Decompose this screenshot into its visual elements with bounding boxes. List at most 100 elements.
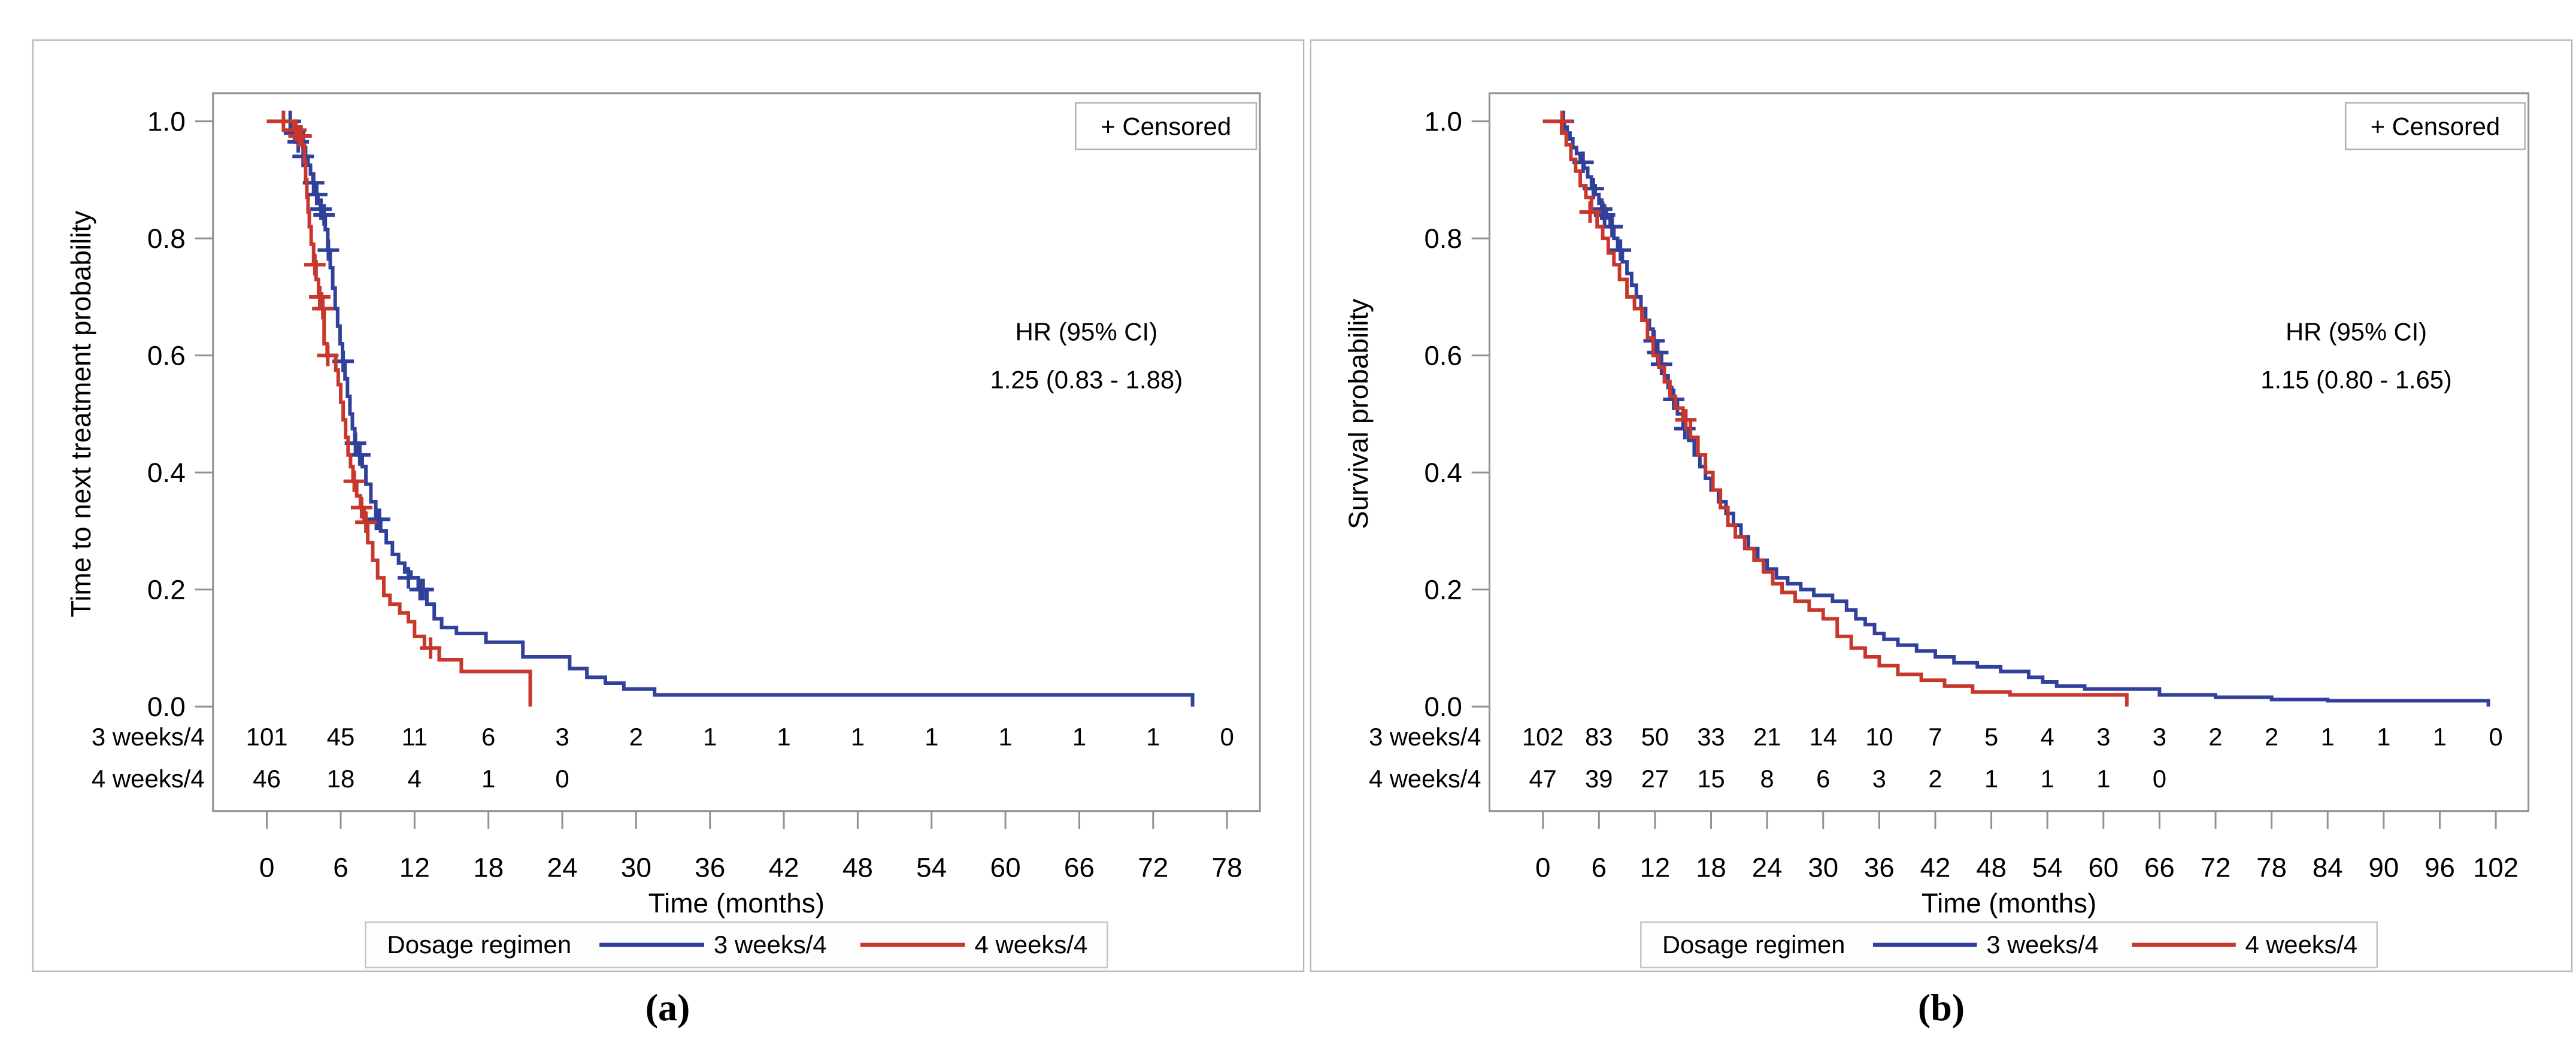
at-risk-count: 8 [1760, 765, 1774, 793]
legend-label-4-weeks: 4 weeks/4 [975, 930, 1088, 959]
km-curve-3-weeks [266, 119, 1195, 707]
legend-label-3-weeks: 3 weeks/4 [1986, 930, 2098, 959]
legend-box [365, 921, 1108, 969]
hr-value: 1.15 (0.80 - 1.65) [2260, 365, 2451, 393]
at-risk-count: 47 [1529, 765, 1557, 793]
at-risk-count: 1 [1146, 723, 1160, 751]
at-risk-count: 1 [1984, 765, 1998, 793]
at-risk-count: 1 [2433, 723, 2447, 751]
at-risk-count: 6 [481, 723, 495, 751]
y-axis-tick-label: 0.0 [1424, 692, 1462, 722]
at-risk-count: 5 [1984, 723, 1998, 751]
at-risk-count: 102 [1522, 723, 1563, 751]
hr-label: HR (95% CI) [2286, 318, 2427, 346]
plot-frame [212, 92, 1261, 812]
at-risk-count: 4 [408, 765, 422, 793]
censored-legend-box [2344, 102, 2526, 150]
x-axis-tick-label: 18 [1696, 852, 1726, 883]
at-risk-count: 1 [703, 723, 717, 751]
y-axis-tick-label: 0.0 [147, 691, 186, 722]
x-axis-tick-label: 42 [1920, 852, 1951, 883]
x-axis-tick-label: 78 [2256, 852, 2287, 883]
y-axis-tick-label: 0.2 [147, 574, 186, 605]
x-axis-tick-label: 36 [695, 851, 725, 883]
at-risk-row-label: 3 weeks/4 [92, 723, 205, 751]
x-axis-tick-label: 18 [473, 851, 504, 883]
censored-legend-box [1075, 102, 1257, 150]
plot-render-layer-b: 1.00.80.60.40.20.00 6 12 18 24 30 36 42 48 54 60 66… [1424, 92, 2530, 883]
x-axis-tick-label: 78 [1212, 851, 1242, 883]
at-risk-count: 0 [2153, 765, 2166, 793]
y-axis-title: Survival probability [1343, 299, 1374, 529]
at-risk-count: 1 [2096, 765, 2110, 793]
at-risk-count: 50 [1641, 723, 1669, 751]
at-risk-count: 0 [555, 765, 569, 793]
legend-title: Dosage regimen [1662, 930, 1845, 959]
panel-a: 1.0 0.8 0.6 0.4 0.2 0.0 0 6 12 18 24 30 36 42 48 54 60 66… [32, 40, 1304, 972]
at-risk-row-label: 4 weeks/4 [92, 765, 205, 793]
at-risk-count: 2 [629, 723, 643, 751]
x-axis-tick-label: 84 [2313, 852, 2343, 883]
at-risk-count: 83 [1585, 723, 1613, 751]
plot-render-layer-a: 1.00.80.60.40.20.00 6 12 18 24 30 36 42 48 54 60 66… [147, 92, 1261, 883]
at-risk-count: 21 [1753, 723, 1781, 751]
x-axis-tick-label: 12 [1640, 852, 1671, 883]
censored-legend-label: + Censored [1101, 113, 1231, 141]
figure-caption-b: (b) [1917, 986, 1965, 1029]
x-axis-tick-label: 24 [547, 851, 577, 883]
at-risk-count: 1 [998, 723, 1012, 751]
x-axis-tick-label: 60 [990, 851, 1021, 883]
at-risk-count: 27 [1641, 765, 1669, 793]
x-axis-tick-label: 66 [2144, 852, 2175, 883]
x-axis-tick-label: 48 [1976, 852, 2007, 883]
at-risk-count: 1 [851, 723, 865, 751]
at-risk-count: 0 [2489, 723, 2502, 751]
legend-label-4-weeks: 4 weeks/4 [2245, 930, 2357, 959]
y-axis-tick-label: 0.6 [1424, 340, 1462, 371]
x-axis-tick-label: 66 [1064, 851, 1095, 883]
x-axis-tick-label: 60 [2088, 852, 2119, 883]
x-axis-tick-label: 54 [2032, 852, 2063, 883]
legend-title: Dosage regimen [387, 930, 571, 959]
y-axis-tick-label: 1.0 [147, 106, 186, 137]
x-axis-tick-label: 54 [916, 851, 947, 883]
at-risk-count: 2 [2265, 723, 2278, 751]
hr-label: HR (95% CI) [1015, 318, 1157, 346]
at-risk-count: 1 [2321, 723, 2335, 751]
x-axis-title: Time (months) [1922, 888, 2096, 918]
at-risk-count: 1 [1072, 723, 1086, 751]
at-risk-count: 4 [2041, 723, 2054, 751]
y-axis-tick-label: 0.4 [147, 457, 186, 488]
at-risk-count: 1 [481, 765, 495, 793]
at-risk-row-label: 4 weeks/4 [1369, 765, 1481, 793]
at-risk-count: 1 [2377, 723, 2390, 751]
at-risk-count: 3 [2153, 723, 2166, 751]
at-risk-count: 101 [246, 723, 288, 751]
at-risk-count: 3 [555, 723, 569, 751]
at-risk-count: 18 [327, 765, 355, 793]
at-risk-count: 14 [1810, 723, 1837, 751]
figure-caption-a: (a) [645, 986, 690, 1029]
at-risk-count: 6 [1816, 765, 1830, 793]
legend-box [1640, 921, 2378, 969]
x-axis-tick-label: 48 [842, 851, 873, 883]
at-risk-count: 3 [2096, 723, 2110, 751]
y-axis-tick-label: 0.4 [1424, 457, 1462, 488]
y-axis-title: Time to next treatment probability [65, 211, 96, 617]
y-axis-tick-label: 0.2 [1424, 574, 1462, 605]
at-risk-count: 15 [1697, 765, 1725, 793]
x-axis-tick-label: 72 [2201, 852, 2231, 883]
x-axis-tick-label: 12 [399, 851, 430, 883]
y-axis-tick-label: 0.8 [147, 223, 186, 254]
at-risk-count: 11 [402, 723, 428, 751]
x-axis-tick-label: 6 [1592, 852, 1607, 883]
x-axis-tick-label: 6 [333, 851, 348, 883]
km-curve-4-weeks [1542, 119, 2129, 707]
y-axis-tick-label: 1.0 [1424, 106, 1462, 137]
at-risk-count: 46 [253, 765, 281, 793]
y-axis-tick-label: 0.6 [147, 340, 186, 371]
plot-frame [1488, 92, 2530, 812]
at-risk-count: 2 [1928, 765, 1942, 793]
at-risk-row-label: 3 weeks/4 [1369, 723, 1481, 751]
panel-b: 1.0 0.8 0.6 0.4 0.2 0.0 0 6 12 18 24 30 36 42 48 54 60 66… [1310, 40, 2572, 972]
